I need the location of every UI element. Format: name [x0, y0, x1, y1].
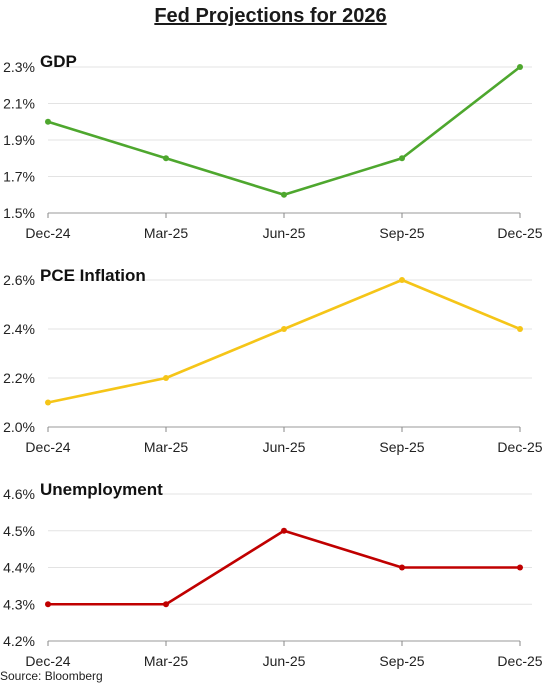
x-tick-label: Dec-25 — [497, 439, 542, 455]
data-point — [45, 601, 51, 608]
chart-panel-1: 1.5% 1.7% 1.9% 2.1% 2.3% Dec-24 Mar-25 Jun-25 Se… — [3, 52, 543, 241]
y-tick-label: 4.2% — [3, 633, 35, 649]
y-tick-label: 4.5% — [3, 523, 35, 539]
chart-panel-3: 4.2% 4.3% 4.4% 4.5% 4.6% Dec-24 Mar-25 Jun-25 Se… — [3, 480, 543, 669]
x-tick-label: Dec-25 — [497, 225, 542, 241]
data-point — [399, 277, 405, 283]
data-point — [517, 326, 523, 332]
source-note: Source: Bloomberg — [0, 669, 103, 683]
data-point — [163, 601, 169, 608]
series-line — [46, 278, 522, 404]
x-tick-label: Mar-25 — [144, 439, 189, 455]
data-point — [281, 326, 287, 332]
y-tick-label: 1.9% — [3, 132, 35, 148]
x-tick-label: Sep-25 — [379, 653, 424, 669]
y-tick-label: 4.3% — [3, 596, 35, 612]
data-point — [163, 375, 169, 381]
x-tick-label: Dec-24 — [25, 439, 70, 455]
x-tick-label: Dec-24 — [25, 653, 70, 669]
data-point — [517, 64, 523, 70]
x-tick-label: Jun-25 — [263, 225, 306, 241]
y-tick-label: 2.2% — [3, 370, 35, 386]
y-tick-label: 4.4% — [3, 560, 35, 576]
x-tick-label: Mar-25 — [144, 653, 189, 669]
x-tick-label: Dec-25 — [497, 653, 542, 669]
data-point — [281, 527, 287, 534]
x-tick-label: Dec-24 — [25, 225, 70, 241]
y-tick-label: 2.0% — [3, 419, 35, 435]
y-tick-label: 1.7% — [3, 169, 35, 185]
data-point — [517, 564, 523, 571]
data-point — [281, 191, 287, 198]
data-point — [399, 155, 405, 162]
x-tick-label: Mar-25 — [144, 225, 189, 241]
x-tick-label: Jun-25 — [263, 653, 306, 669]
y-tick-label: 2.1% — [3, 96, 35, 112]
data-point — [163, 155, 169, 162]
panel-title: Unemployment — [40, 480, 163, 499]
x-tick-label: Sep-25 — [379, 225, 424, 241]
chart-panel-2: 2.0% 2.2% 2.4% 2.6% Dec-24 Mar-25 Jun-25 Sep-25… — [3, 266, 543, 455]
data-point — [45, 399, 51, 406]
series-line — [46, 65, 522, 197]
y-tick-label: 2.4% — [3, 321, 35, 337]
x-tick-label: Sep-25 — [379, 439, 424, 455]
data-point — [399, 564, 405, 571]
y-tick-label: 4.6% — [3, 486, 35, 502]
data-point — [45, 118, 51, 125]
panel-title: PCE Inflation — [40, 266, 146, 285]
x-tick-label: Jun-25 — [263, 439, 306, 455]
y-tick-label: 2.3% — [3, 59, 35, 75]
panel-title: GDP — [40, 52, 77, 71]
y-tick-label: 1.5% — [3, 205, 35, 221]
chart-title: Fed Projections for 2026 — [154, 5, 387, 27]
y-tick-label: 2.6% — [3, 272, 35, 288]
